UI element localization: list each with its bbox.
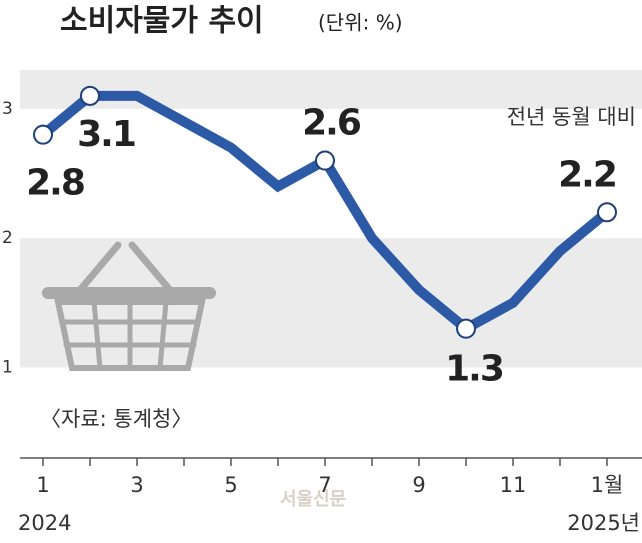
- annotation: 전년 동월 대비: [507, 105, 636, 129]
- data-label: 3.1: [77, 114, 135, 155]
- point: [456, 318, 476, 339]
- x-tick-label: 11: [500, 473, 527, 497]
- chart-title: 소비자물가 추이: [60, 4, 264, 39]
- data-label: 2.8: [26, 163, 84, 204]
- watermark: 서울신문: [280, 489, 346, 510]
- x-tick-label: 3: [130, 473, 143, 497]
- point: [33, 124, 53, 145]
- x-tick-label: 1월: [591, 473, 624, 497]
- point: [315, 150, 335, 171]
- y-tick-label: 3: [2, 99, 13, 119]
- chart-subtitle: (단위: %): [318, 11, 403, 35]
- source: 〈자료: 통계청〉: [40, 407, 192, 431]
- data-label: 2.6: [302, 103, 361, 144]
- data-label: 1.3: [445, 349, 503, 390]
- x-tick-label: 7: [318, 473, 331, 497]
- y-tick-label: 2: [2, 228, 13, 248]
- year-label: 2024: [18, 511, 71, 535]
- band: [20, 70, 642, 109]
- point: [80, 85, 100, 106]
- point: [597, 202, 617, 223]
- y-tick-label: 1: [2, 357, 13, 377]
- x-tick-label: 5: [224, 473, 237, 497]
- x-tick-label: 1: [36, 473, 49, 497]
- x-tick-label: 9: [412, 473, 425, 497]
- basket-icon: [42, 241, 216, 371]
- data-label: 2.2: [558, 154, 616, 195]
- year-label: 2025년: [567, 511, 640, 535]
